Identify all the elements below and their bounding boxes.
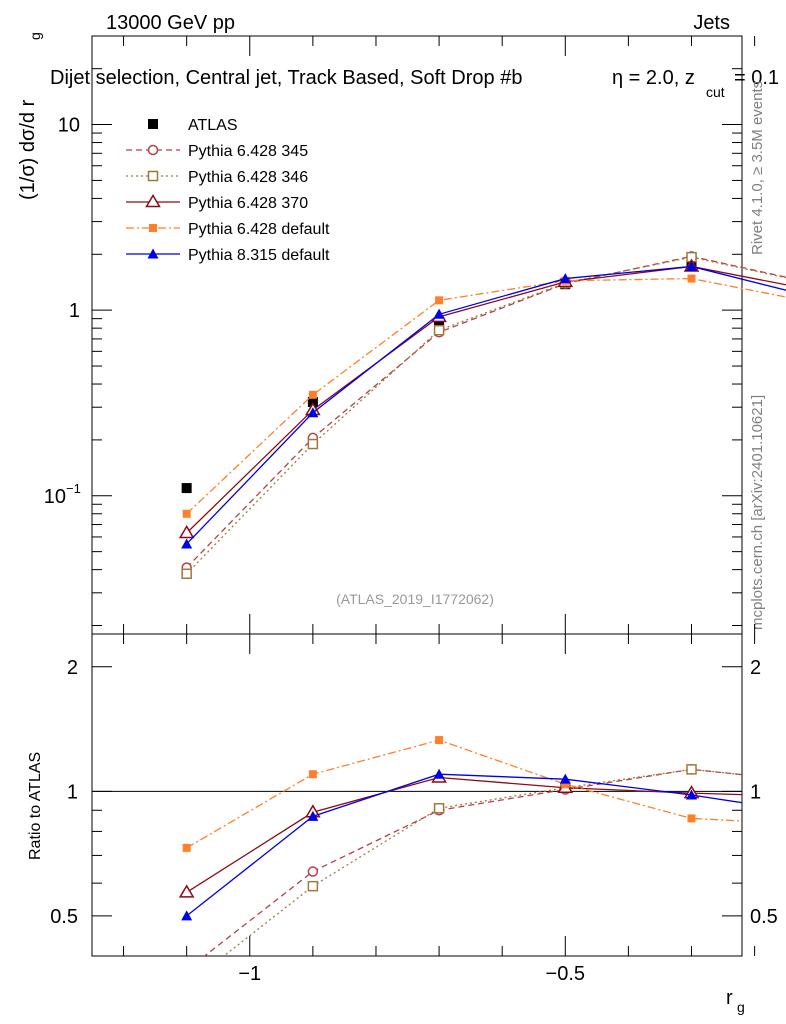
point-pythia-6-428-default <box>435 296 444 305</box>
ratio-line-pythia-6-428-345 <box>203 768 742 956</box>
svg-text:mcplots.cern.ch [arXiv:2401.10: mcplots.cern.ch [arXiv:2401.10621] <box>749 395 766 630</box>
ratio-point-pythia-6-428-346 <box>433 803 445 814</box>
series-line-pythia-6-428-345 <box>186 255 786 569</box>
main-ylabel-sub: g <box>27 32 43 40</box>
main-y-tick-label: 10 <box>44 486 66 508</box>
legend-label-atlas: ATLAS <box>188 117 238 134</box>
point-pythia-6-428-370 <box>178 525 195 539</box>
point-pythia-6-428-346 <box>307 438 319 450</box>
legend-label-pythia-6-428-346: Pythia 6.428 346 <box>188 169 308 186</box>
xlabel-sub: g <box>737 999 745 1015</box>
rivet-label: Rivet 4.1.0, ≥ 3.5M events <box>749 81 766 255</box>
ratio-point-pythia-6-428-345 <box>307 866 319 877</box>
point-pythia-8-315-default <box>559 273 571 284</box>
energy-label: 13000 GeV pp <box>106 12 235 34</box>
ratio-line-pythia-8-315-default <box>186 773 742 917</box>
point-atlas <box>181 483 192 494</box>
point-pythia-6-428-default <box>182 509 191 518</box>
svg-text:Rivet 4.1.0, ≥ 3.5M events: Rivet 4.1.0, ≥ 3.5M events <box>749 81 766 255</box>
point-pythia-8-315-default <box>307 407 319 418</box>
ratio-point-pythia-6-428-346 <box>686 764 697 775</box>
x-tick-label: −0.5 <box>546 963 585 985</box>
legend: ATLAS Pythia 6.428 345 Pythia 6.428 346 Pyt… <box>126 117 330 264</box>
legend-marker-pythia-6-428-default <box>149 224 157 232</box>
main-y-tick-label: 10 <box>58 115 80 137</box>
series-line-pythia-6-428-370 <box>186 265 786 534</box>
legend-label-pythia-6-428-370: Pythia 6.428 370 <box>188 195 308 212</box>
ratio-point-pythia-6-428-default <box>687 814 696 823</box>
ratio-line-pythia-6-428-370 <box>186 776 742 893</box>
legend-marker-pythia-6-428-370 <box>145 194 161 208</box>
ratio-point-pythia-6-428-default <box>561 780 570 789</box>
ratio-point-pythia-6-428-370 <box>178 884 195 898</box>
x-tick-label: −1 <box>238 963 261 985</box>
axis-ticks <box>92 35 756 957</box>
category-label: Jets <box>693 12 730 34</box>
zcut-value: = 0.1 <box>734 67 779 89</box>
series-line-pythia-8-315-default <box>186 265 786 545</box>
point-pythia-8-315-default <box>433 308 445 319</box>
series-line-pythia-6-428-346 <box>186 256 786 575</box>
ratio-point-pythia-8-315-default <box>307 810 319 821</box>
main-y-tick-exponent: −1 <box>66 481 81 496</box>
ratio-point-pythia-6-428-346 <box>307 880 319 892</box>
ratio-point-pythia-8-315-default <box>686 789 698 800</box>
ratio-y-tick-label-left: 1 <box>67 781 78 803</box>
ratio-point-pythia-8-315-default <box>433 768 445 779</box>
selection-title: Dijet selection, Central jet, Track Base… <box>50 67 522 89</box>
ratio-y-tick-label-right: 0.5 <box>750 906 778 928</box>
ratio-y-tick-label-left: 0.5 <box>50 906 78 928</box>
point-pythia-6-428-346 <box>433 324 445 336</box>
legend-marker-pythia-6-428-345 <box>147 144 159 156</box>
legend-label-pythia-6-428-345: Pythia 6.428 345 <box>188 143 308 160</box>
analysis-id: (ATLAS_2019_I1772062) <box>336 591 494 607</box>
legend-marker-pythia-6-428-346 <box>147 170 159 182</box>
ratio-y-tick-label-left: 2 <box>67 657 78 679</box>
legend-marker-atlas <box>148 119 158 129</box>
ratio-line-pythia-6-428-346 <box>222 768 742 956</box>
legend-marker-pythia-8-315-default <box>147 248 159 259</box>
eta-label: η = 2.0, z <box>612 67 695 89</box>
svg-text:g: g <box>27 32 43 40</box>
main-y-tick-label: 1 <box>69 300 80 322</box>
ratio-y-tick-label-right: 2 <box>750 657 761 679</box>
mcplots-label: mcplots.cern.ch [arXiv:2401.10621] <box>749 395 766 630</box>
point-pythia-6-428-default <box>687 274 696 283</box>
zcut-subscript: cut <box>706 84 725 100</box>
ratio-ylabel: Ratio to ATLAS <box>27 752 44 860</box>
ratio-series <box>178 736 742 956</box>
xlabel: r <box>726 987 733 1009</box>
point-pythia-6-428-default <box>308 390 317 399</box>
ratio-point-pythia-8-315-default <box>559 773 571 784</box>
ratio-line-pythia-6-428-default <box>186 739 742 849</box>
ratio-point-pythia-6-428-default <box>182 843 191 852</box>
main-series <box>178 251 786 580</box>
ratio-y-tick-label-right: 1 <box>750 781 761 803</box>
ratio-point-pythia-6-428-default <box>308 770 317 779</box>
main-ylabel: (1/σ) dσ/d r <box>17 99 39 200</box>
point-atlas <box>434 318 445 329</box>
svg-text:(1/σ) dσ/d r: (1/σ) dσ/d r <box>17 99 39 200</box>
legend-label-pythia-6-428-default: Pythia 6.428 default <box>188 221 330 238</box>
ratio-point-pythia-8-315-default <box>181 910 193 921</box>
legend-label-pythia-8-315-default: Pythia 8.315 default <box>188 247 330 264</box>
point-pythia-6-428-346 <box>181 568 192 580</box>
point-pythia-8-315-default <box>181 538 193 549</box>
ratio-point-pythia-6-428-default <box>435 736 444 745</box>
point-pythia-8-315-default <box>686 260 698 271</box>
svg-text:Ratio to ATLAS: Ratio to ATLAS <box>27 752 44 860</box>
ratio-panel-frame <box>91 633 743 957</box>
series-line-pythia-6-428-default <box>186 277 786 515</box>
